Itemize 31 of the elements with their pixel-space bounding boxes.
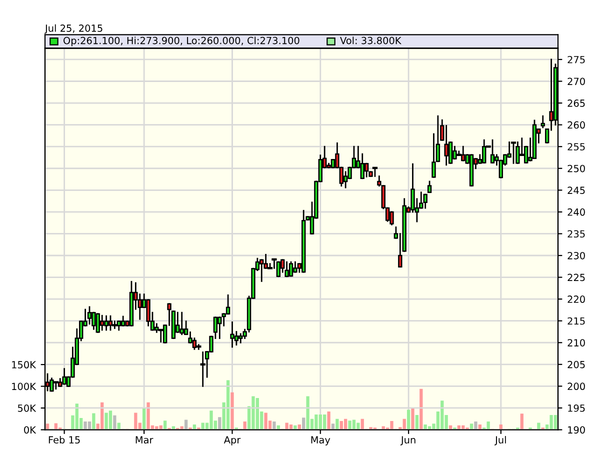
y-tick-label: 195 <box>568 404 585 412</box>
y-tick-label: 240 <box>568 208 585 216</box>
y-tick-label: 270 <box>568 78 585 86</box>
y2-tick-label: 0K <box>24 426 36 434</box>
text: Op:261.100, Hi:273.900, Lo:260.000, Cl:273.100 <box>64 36 300 46</box>
y-tick-label: 235 <box>568 230 585 238</box>
y2-tick-label: 50K <box>18 404 36 412</box>
y-tick-label: 265 <box>568 100 585 107</box>
x-tick-label: Apr <box>224 436 241 446</box>
y-tick-label: 200 <box>568 382 585 390</box>
x-tick-label: Jul <box>494 436 506 446</box>
y-tick-label: 260 <box>568 121 585 129</box>
text: Vol: 33.800K <box>340 36 402 44</box>
y-tick-label: 250 <box>568 164 585 172</box>
x-tick-label: Mar <box>136 436 154 444</box>
x-tick-label: Jun <box>400 436 416 446</box>
y-tick-label: 225 <box>568 274 585 282</box>
y2-tick-label: 150K <box>12 361 36 368</box>
x-tick-label: Feb 15 <box>48 436 80 444</box>
y-tick-label: 230 <box>568 252 585 260</box>
y2-tick-label: 100K <box>12 382 36 390</box>
y-tick-label: 275 <box>568 56 585 64</box>
y-tick-label: 255 <box>568 143 585 150</box>
y-tick-label: 210 <box>568 339 585 346</box>
y-tick-label: 245 <box>568 186 585 194</box>
chart-subtitle: Jul 25, 2015 <box>44 24 102 34</box>
y-tick-label: 215 <box>568 317 585 325</box>
y-tick-label: 220 <box>568 296 585 303</box>
y-tick-label: 205 <box>568 360 585 368</box>
y-tick-label: 190 <box>568 426 585 434</box>
x-tick-label: May <box>311 436 330 446</box>
